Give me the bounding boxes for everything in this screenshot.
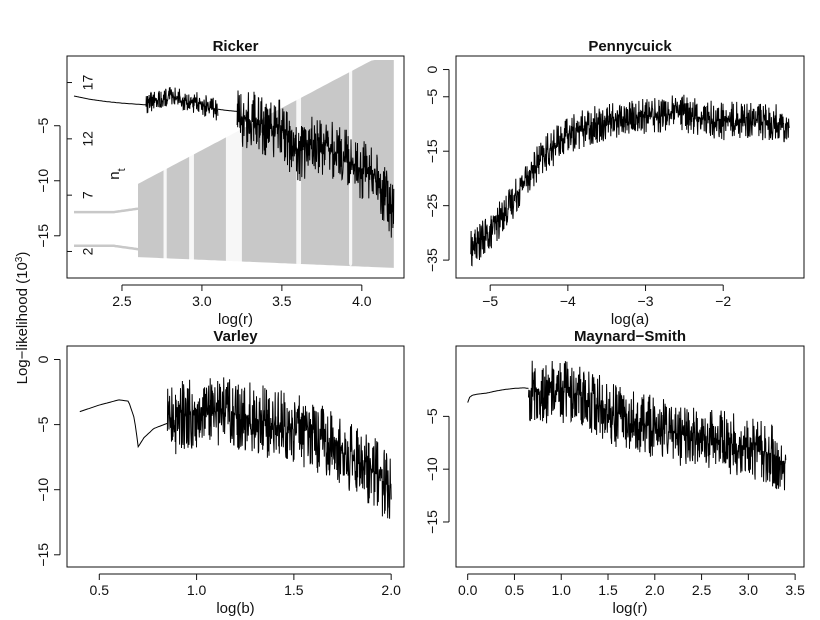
series-line-ricker-1 xyxy=(145,86,219,121)
series-line-ricker-2 xyxy=(217,108,238,112)
chart-title: Maynard−Smith xyxy=(574,328,686,345)
periodic-window xyxy=(189,64,194,266)
x-tick-label: 2.5 xyxy=(112,293,132,309)
bifurcation-diagram xyxy=(74,60,394,268)
panel-pennycuick: Pennycuick −5 −4 −3 −2 log(a) 0 −5 −15 −25 −35 xyxy=(424,38,805,328)
x-tick-label: 1.0 xyxy=(552,582,572,598)
inset-ylabel-subscript: t xyxy=(116,168,128,171)
x-tick-label: −2 xyxy=(715,293,731,309)
plot-frame xyxy=(66,55,405,279)
y-tick-label: −10 xyxy=(35,169,51,193)
y-tick-label: −10 xyxy=(35,478,51,502)
x-tick-label: 0.5 xyxy=(90,582,110,598)
series-line-ricker-3 xyxy=(236,90,395,238)
x-tick-label: 3.0 xyxy=(739,582,759,598)
x-tick-label: 2.0 xyxy=(381,582,401,598)
plot-frame xyxy=(455,345,805,568)
plot-frame xyxy=(455,55,805,279)
shared-ylabel-sup: 3 xyxy=(14,256,25,262)
series-line-pennycuick-0 xyxy=(470,94,790,267)
inset-ytick-label: 2 xyxy=(80,247,96,255)
shared-ylabel: Log−likelihood (103) xyxy=(14,252,32,385)
y-tick-label: −25 xyxy=(424,194,440,218)
panel-ricker: 2 7 12 17 nt Ricker 2.5 3.0 3.5 4.0 log(r) −5 −10 −15 xyxy=(35,38,405,328)
x-tick-label: 2.0 xyxy=(645,582,665,598)
inset-ytick-label: 17 xyxy=(80,75,96,91)
x-tick-label: 1.5 xyxy=(284,582,304,598)
y-tick-label: −15 xyxy=(424,510,440,534)
x-tick-label: 0.5 xyxy=(505,582,525,598)
x-tick-label: 0.0 xyxy=(458,582,478,598)
y-tick-label: −5 xyxy=(35,416,51,432)
x-tick-label: 4.0 xyxy=(352,293,372,309)
y-tick-label: 0 xyxy=(35,355,51,363)
x-tick-label: −3 xyxy=(638,293,654,309)
x-tick-label: 3.5 xyxy=(272,293,292,309)
inset-ytick-label: 7 xyxy=(80,191,96,199)
series-line-maynard-smith-1 xyxy=(528,360,787,491)
bifurcation-envelope xyxy=(138,60,394,268)
periodic-window xyxy=(296,64,302,266)
panel-varley: Varley 0.5 1.0 1.5 2.0 log(b) 0 −5 −10 −15 xyxy=(35,328,405,617)
y-tick-label: −15 xyxy=(424,139,440,163)
y-tick-label: −10 xyxy=(424,457,440,481)
x-tick-label: 1.5 xyxy=(598,582,618,598)
x-axis-label: log(r) xyxy=(218,311,253,328)
x-tick-label: −5 xyxy=(482,293,498,309)
inset-ytick-label: 12 xyxy=(80,131,96,147)
periodic-window xyxy=(225,64,242,266)
chart-title: Varley xyxy=(213,328,258,345)
series-line-varley-0 xyxy=(79,399,168,449)
y-tick-label: −35 xyxy=(424,248,440,272)
series-line-maynard-smith-0 xyxy=(467,387,529,403)
y-tick-label: −5 xyxy=(35,118,51,134)
y-tick-label: −5 xyxy=(424,408,440,424)
x-axis-label: log(r) xyxy=(612,600,647,617)
x-tick-label: 1.0 xyxy=(187,582,207,598)
x-tick-label: 3.0 xyxy=(192,293,212,309)
x-tick-label: 2.5 xyxy=(692,582,712,598)
x-tick-label: −4 xyxy=(560,293,576,309)
inset-ylabel-text: n xyxy=(106,171,123,179)
periodic-window xyxy=(163,64,167,266)
y-tick-label: −15 xyxy=(35,224,51,248)
series-line-ricker-0 xyxy=(73,95,147,106)
chart-title: Ricker xyxy=(213,38,259,55)
plot-frame xyxy=(66,345,405,568)
panel-maynard-smith: Maynard−Smith 0.0 0.5 1.0 1.5 2.0 2.5 3.0 3.5 log… xyxy=(424,328,805,617)
y-tick-label: 0 xyxy=(424,65,440,73)
x-axis-label: log(b) xyxy=(216,600,254,617)
chart-title: Pennycuick xyxy=(588,38,672,55)
x-tick-label: 3.5 xyxy=(785,582,805,598)
y-tick-label: −5 xyxy=(424,89,440,105)
inset-ylabel: nt xyxy=(106,168,128,179)
series-line-varley-1 xyxy=(166,377,392,519)
y-tick-label: −15 xyxy=(35,543,51,567)
bifurcation-branch xyxy=(74,206,147,252)
x-axis-label: log(a) xyxy=(611,311,649,328)
